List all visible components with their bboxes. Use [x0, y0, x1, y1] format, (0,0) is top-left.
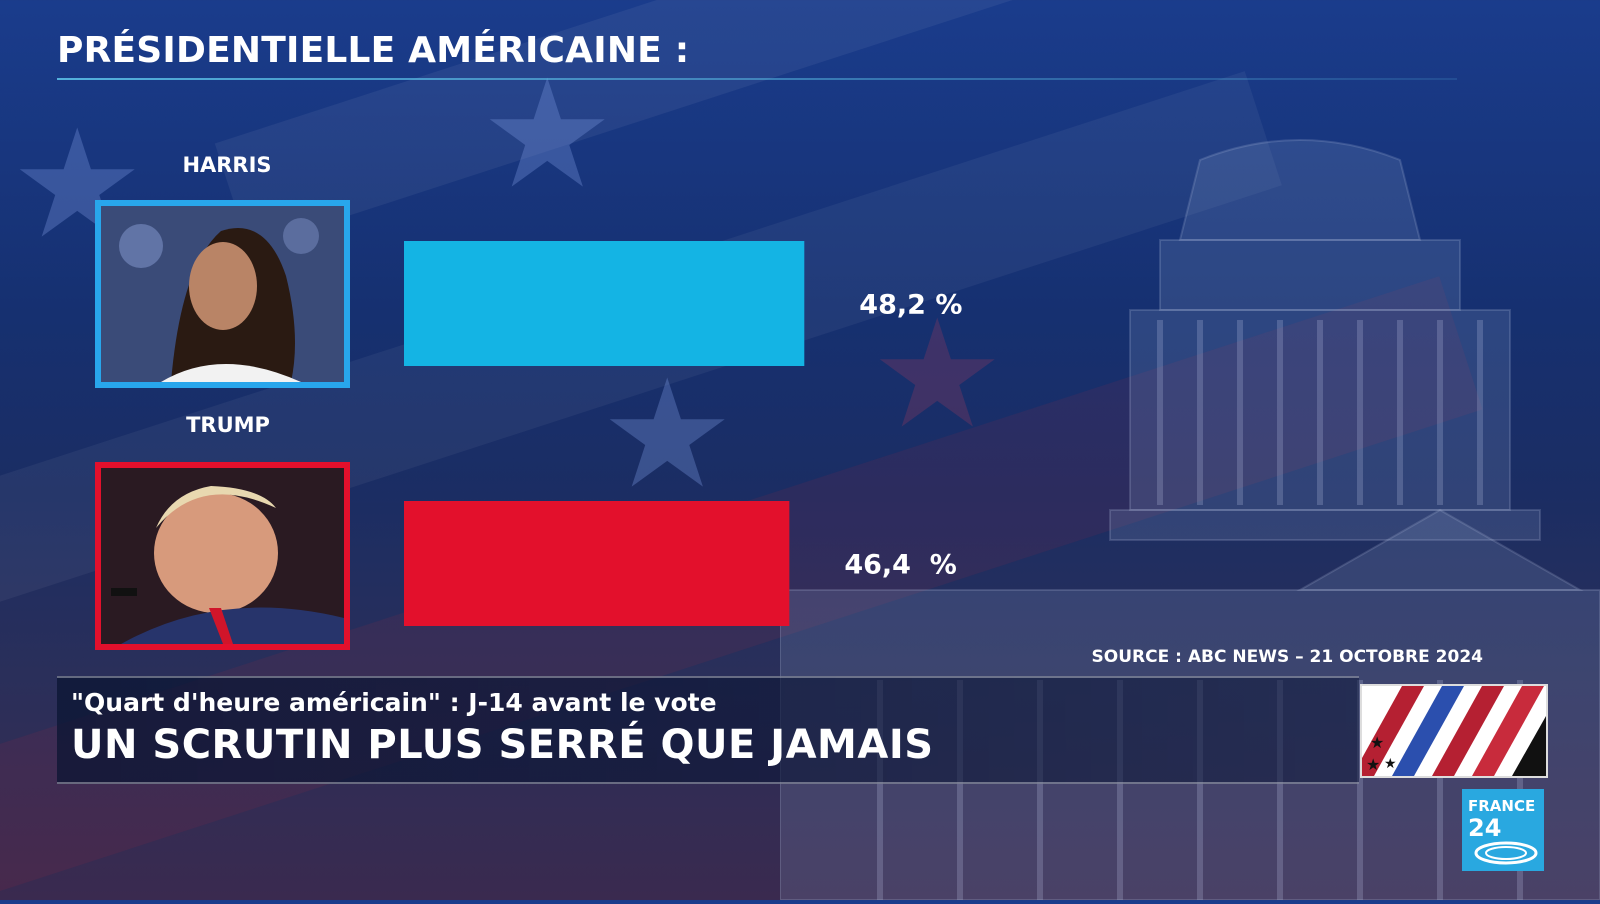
title-underline: [57, 78, 1457, 80]
main-headline: UN SCRUTIN PLUS SERRÉ QUE JAMAIS: [71, 722, 934, 768]
logo-number: 24: [1468, 814, 1502, 842]
source-caption: SOURCE : ABC NEWS – 21 OCTOBRE 2024: [1091, 647, 1483, 667]
value-label-trump: 46,4 %: [844, 550, 956, 581]
value-label-harris: 48,2 %: [859, 290, 962, 321]
show-title: "Quart d'heure américain" : J-14 avant l…: [71, 688, 717, 717]
harris-portrait-icon: [101, 206, 344, 382]
logo-swirl-icon: [1474, 841, 1538, 865]
harris-portrait-image: [95, 200, 350, 388]
bar-trump: [404, 501, 790, 626]
category-label-harris: HARRIS: [182, 153, 272, 177]
category-label-trump: TRUMP: [186, 413, 270, 437]
svg-text:★: ★: [1384, 756, 1397, 772]
chart-title: PRÉSIDENTIELLE AMÉRICAINE :: [57, 30, 690, 71]
us-flag-icon: ★ ★ ★: [1362, 686, 1546, 776]
logo-text: FRANCE: [1468, 797, 1536, 815]
svg-text:★: ★: [1366, 755, 1380, 774]
trump-portrait-icon: [101, 468, 344, 644]
lower-third-banner: "Quart d'heure américain" : J-14 avant l…: [57, 676, 1359, 784]
bar-harris: [404, 241, 805, 366]
trump-portrait-image: [95, 462, 350, 650]
american-flag-badge: ★ ★ ★: [1360, 684, 1548, 778]
svg-text:★: ★: [1370, 733, 1384, 752]
france24-logo: FRANCE 24: [1462, 789, 1544, 871]
